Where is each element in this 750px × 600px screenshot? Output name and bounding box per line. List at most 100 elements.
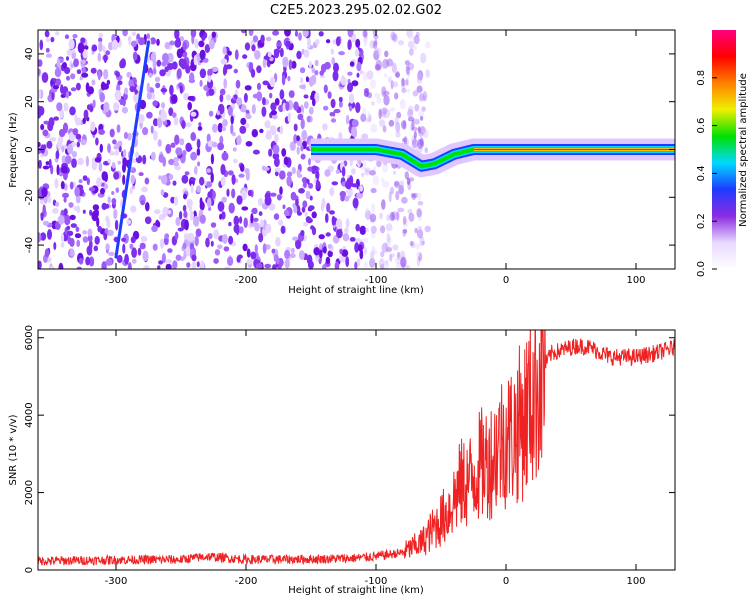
spectrogram-cell [106, 79, 111, 85]
spectrogram-cell [119, 60, 124, 69]
spectrogram-cell [245, 170, 250, 181]
spectrogram-cell [194, 165, 198, 175]
spectrogram-cell [303, 49, 310, 58]
spectrogram-cell [269, 76, 276, 88]
spectrogram-cell [324, 169, 331, 177]
spectrogram-cell [230, 115, 234, 125]
spectrogram-cell [318, 234, 325, 240]
spectrogram-cell [407, 180, 412, 191]
spectrogram-cell [127, 262, 132, 269]
spectrogram-cell [122, 243, 126, 254]
spectrogram-cell [78, 257, 84, 265]
spectrogram-cell [206, 91, 210, 97]
spectrogram-cell [372, 30, 378, 37]
spectrogram-cell [77, 42, 85, 54]
spectrogram-cell [240, 189, 247, 201]
spectrogram-cell [92, 99, 96, 109]
spectrogram-cell [367, 111, 371, 121]
spectrogram-cell [93, 245, 99, 252]
spectrogram-cell [56, 164, 60, 176]
spectrogram-cell [122, 149, 127, 158]
spectrogram-cell [199, 49, 206, 60]
spectrogram-cell [197, 125, 203, 131]
spectrogram-cell [199, 79, 203, 87]
spectrogram-cell [261, 106, 267, 117]
spectrogram-cell [414, 38, 420, 43]
spectrogram-cell [141, 186, 148, 193]
spectrogram-cell [45, 37, 50, 43]
spectrogram-cell [98, 129, 105, 135]
spectrogram-cell [55, 78, 62, 86]
spectrogram-cell [244, 42, 251, 51]
snr-series-line [38, 330, 675, 566]
spectrogram-cell [113, 102, 120, 111]
spectrogram-cell [278, 219, 283, 226]
spectrogram-cell [355, 223, 361, 232]
spectrogram-cell [371, 245, 376, 255]
spectrogram-cell [195, 228, 202, 237]
spectrogram-cell [198, 40, 205, 48]
colorbar-tick-label: 0.8 [696, 70, 707, 86]
y-tick-label: 2000 [24, 480, 35, 505]
spectrogram-cell [74, 114, 78, 123]
spectrogram-cell [362, 237, 369, 243]
spectrogram-cell [415, 31, 420, 38]
spectrogram-cell [392, 170, 397, 175]
spectrogram-cell [306, 115, 311, 123]
spectrogram-cell [182, 149, 187, 157]
spectrogram-cell [105, 243, 110, 251]
spectrogram-cell [196, 138, 201, 149]
spectrogram-cell [314, 70, 319, 76]
spectrogram-cell [339, 248, 343, 255]
spectrogram-cell [115, 142, 120, 149]
spectrogram-cell [382, 163, 389, 173]
spectrogram-cell [85, 155, 89, 167]
spectrogram-cell [411, 119, 415, 131]
spectrogram-cell [349, 93, 355, 104]
spectrogram-cell [394, 182, 401, 189]
spectrogram-cell [89, 256, 95, 267]
spectrogram-cell [296, 169, 301, 176]
spectrogram-cell [251, 104, 256, 115]
spectrogram-cell [365, 207, 369, 215]
spectrogram-cell [414, 118, 420, 125]
spectrogram-cell [284, 249, 291, 259]
spectrogram-cell [279, 47, 284, 58]
spectrogram-cell [111, 198, 117, 205]
spectrogram-cell [382, 107, 388, 115]
spectrogram-cell [333, 108, 341, 114]
spectrogram-cell [413, 130, 417, 140]
spectrogram-cell [186, 262, 191, 268]
spectrogram-cell [71, 52, 76, 60]
spectrogram-cell [78, 179, 83, 184]
spectrogram-cell [303, 222, 309, 227]
spectrogram-cell [351, 183, 358, 188]
spectrogram-cell [220, 164, 226, 175]
spectrogram-cell [299, 84, 306, 90]
spectrogram-cell [153, 130, 158, 141]
spectrogram-x-label: Height of straight line (km) [288, 285, 424, 296]
spectrogram-cell [259, 219, 264, 228]
spectrogram-cell [90, 121, 96, 132]
spectrogram-cell [383, 260, 389, 269]
y-tick-label: -40 [24, 237, 35, 253]
spectrogram-cell [347, 82, 353, 93]
spectrogram-cell [313, 247, 321, 256]
spectrogram-cell [308, 76, 314, 87]
spectrogram-cell [417, 201, 424, 206]
spectrogram-cell [277, 194, 282, 201]
spectrogram-cell [345, 256, 350, 268]
spectrogram-cell [272, 264, 277, 269]
spectrogram-cell [104, 184, 109, 189]
spectrogram-cell [251, 44, 256, 52]
spectrogram-cell [344, 227, 349, 234]
spectrogram-cell [146, 91, 152, 100]
spectrogram-cell [399, 98, 406, 110]
spectrogram-cell [231, 174, 236, 186]
spectrogram-cell [152, 243, 158, 251]
spectrogram-cell [311, 67, 316, 74]
spectrogram-cell [369, 40, 376, 49]
spectrogram-cell [280, 225, 286, 234]
spectrogram-cell [189, 72, 195, 83]
spectrogram-cell [335, 218, 343, 230]
